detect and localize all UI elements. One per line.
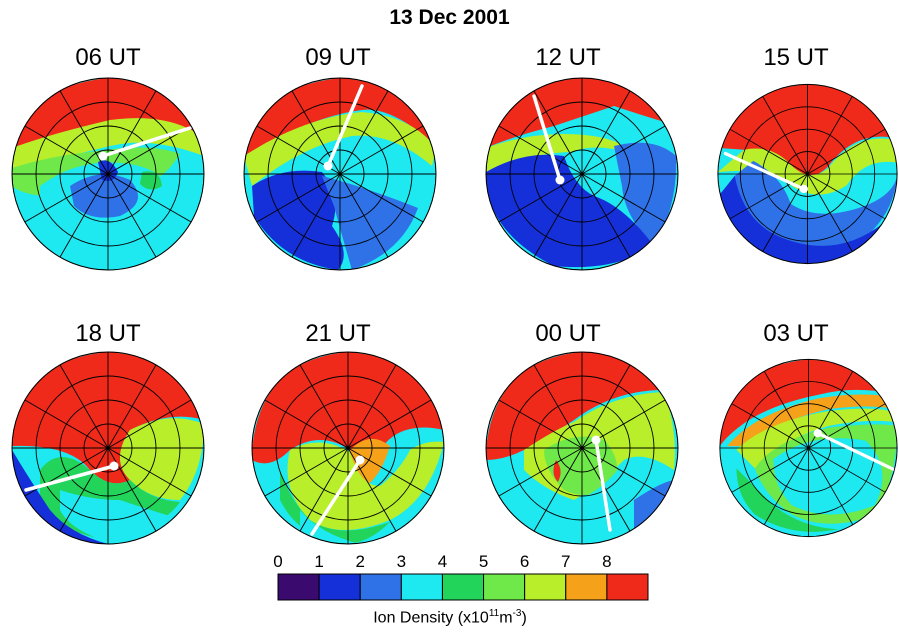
- colorbar-tick-label: 3: [396, 552, 407, 571]
- colorbar-tick-label: 5: [478, 552, 489, 571]
- polar-map-00ut: [485, 351, 679, 545]
- panel-label-06ut: 06 UT: [75, 44, 141, 71]
- colorbar-tick-label: 7: [561, 552, 571, 571]
- polar-map-21ut: [251, 351, 445, 545]
- polar-map-15ut: [717, 83, 898, 265]
- panel-label-09ut: 09 UT: [305, 44, 371, 71]
- polar-map-18ut: [11, 351, 205, 545]
- colorbar-tick-label: 6: [519, 552, 530, 571]
- panel-label-18ut: 18 UT: [75, 320, 141, 347]
- panel-label-03ut: 03 UT: [763, 320, 829, 347]
- colorbar-tick-label: 1: [314, 552, 324, 571]
- colorbar: [277, 573, 649, 601]
- figure-title: 13 Dec 2001: [389, 6, 510, 29]
- polar-map-03ut: [719, 358, 898, 538]
- colorbar-tick-label: 2: [355, 552, 365, 571]
- colorbar-tick-label: 8: [602, 552, 612, 571]
- polar-map-12ut: [485, 77, 679, 271]
- panel-label-15ut: 15 UT: [763, 44, 829, 71]
- polar-map-06ut: [11, 77, 205, 271]
- colorbar-tick-label: 4: [437, 552, 448, 571]
- colorbar-tick-label: 0: [273, 552, 283, 571]
- colorbar-title: Ion Density (x1011m-3): [373, 608, 527, 627]
- panel-label-21ut: 21 UT: [305, 320, 371, 347]
- polar-map-09ut: [243, 77, 437, 271]
- panel-label-00ut: 00 UT: [535, 320, 601, 347]
- panel-label-12ut: 12 UT: [535, 44, 601, 71]
